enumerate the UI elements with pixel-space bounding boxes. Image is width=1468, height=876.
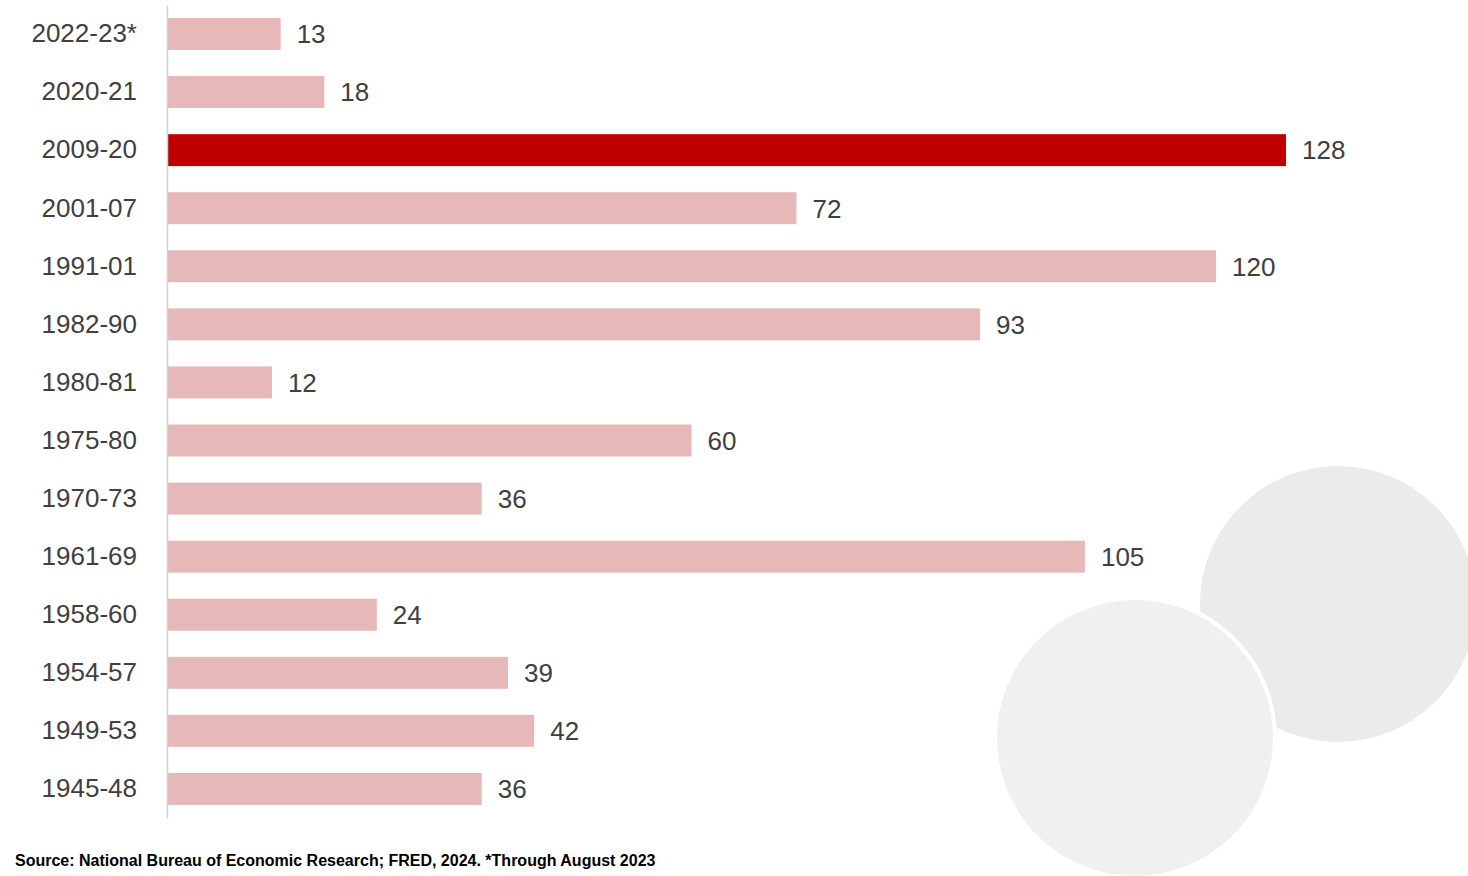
data-label: 42 xyxy=(550,716,579,746)
tick-label: 1975-80 xyxy=(42,425,137,455)
tick-label: 1991-01 xyxy=(42,251,137,281)
bar xyxy=(167,715,534,747)
tick: 1991-01 xyxy=(42,251,137,281)
tick: 2001-07 xyxy=(42,193,137,223)
bar xyxy=(167,541,1085,573)
data-label: 60 xyxy=(708,426,737,456)
tick-label: 2009-20 xyxy=(42,134,137,164)
y-axis: 2022-23* 2020-21 2009-20 2001-07 1991-01 1982… xyxy=(31,5,167,818)
portraits xyxy=(995,466,1468,876)
tick: 2020-21 xyxy=(42,76,137,106)
tick-label: 2001-07 xyxy=(42,193,137,223)
tick: 1982-90 xyxy=(42,309,137,339)
tick: 2009-20 xyxy=(42,134,137,164)
data-label: 12 xyxy=(288,368,317,398)
tick-label: 1958-60 xyxy=(42,599,137,629)
tick: 1961-69 xyxy=(42,541,137,571)
chart: 2022-23* 2020-21 2009-20 2001-07 1991-01 1982… xyxy=(0,0,1468,876)
tick-label: 2022-23* xyxy=(31,18,137,48)
tick: 1949-53 xyxy=(42,715,137,745)
axis-line xyxy=(167,5,169,818)
bar xyxy=(167,599,377,631)
portrait xyxy=(995,598,1275,876)
data-label: 93 xyxy=(996,310,1025,340)
tick: 1958-60 xyxy=(42,599,137,629)
bars xyxy=(167,18,1286,805)
data-label: 128 xyxy=(1302,135,1345,165)
tick: 1945-48 xyxy=(42,773,137,803)
tick-label: 1970-73 xyxy=(42,483,137,513)
bar xyxy=(167,773,482,805)
tick: 1980-81 xyxy=(42,367,137,397)
bar xyxy=(167,483,482,515)
data-label: 120 xyxy=(1232,252,1275,282)
tick-label: 2020-21 xyxy=(42,76,137,106)
tick: 1954-57 xyxy=(42,657,137,687)
tick-label: 1982-90 xyxy=(42,309,137,339)
bar xyxy=(167,76,324,108)
data-label: 13 xyxy=(297,19,326,49)
bar xyxy=(167,18,281,50)
data-labels: 13 18 128 72 120 93 12 60 36 105 24 39 42 36 xyxy=(288,19,1345,804)
bar xyxy=(167,134,1286,166)
bar xyxy=(167,366,272,398)
data-label: 36 xyxy=(498,774,527,804)
data-label: 105 xyxy=(1101,542,1144,572)
tick-label: 1980-81 xyxy=(42,367,137,397)
data-label: 18 xyxy=(340,77,369,107)
tick-label: 1949-53 xyxy=(42,715,137,745)
bar xyxy=(167,250,1216,282)
data-label: 39 xyxy=(524,658,553,688)
data-label: 24 xyxy=(393,600,422,630)
bar xyxy=(167,425,692,457)
tick-label: 1954-57 xyxy=(42,657,137,687)
bar xyxy=(167,308,980,340)
data-label: 72 xyxy=(812,194,841,224)
bar xyxy=(167,192,796,224)
tick-label: 1945-48 xyxy=(42,773,137,803)
tick: 1975-80 xyxy=(42,425,137,455)
data-label: 36 xyxy=(498,484,527,514)
tick-label: 1961-69 xyxy=(42,541,137,571)
source-note: Source: National Bureau of Economic Rese… xyxy=(15,852,656,869)
tick: 1970-73 xyxy=(42,483,137,513)
tick: 2022-23* xyxy=(31,18,137,48)
bar xyxy=(167,657,508,689)
